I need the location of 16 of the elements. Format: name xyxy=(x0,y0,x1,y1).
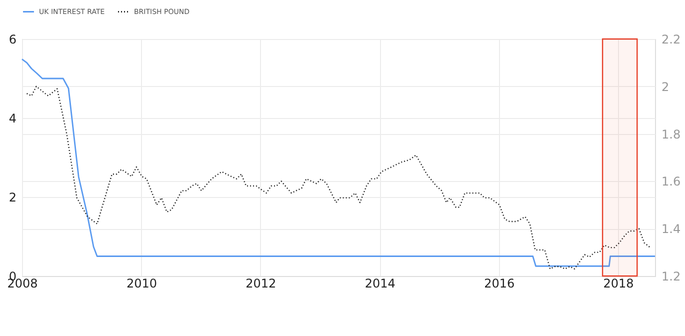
x-tick-label: 2010 xyxy=(126,276,157,290)
x-tick-label: 2012 xyxy=(246,276,276,290)
y2-tick-label: 1.6 xyxy=(662,174,681,189)
y-tick-label: 4 xyxy=(8,112,16,126)
y2-tick-label: 2 xyxy=(662,80,670,94)
x-tick-label: 2016 xyxy=(484,276,515,290)
y-tick-label: 6 xyxy=(8,32,16,46)
x-tick-label: 2018 xyxy=(603,276,634,290)
y2-tick-label: 1.4 xyxy=(662,222,681,236)
line-series xyxy=(26,86,651,270)
line-series xyxy=(21,58,656,267)
x-tick-label: 2014 xyxy=(364,276,396,290)
y2-tick-label: 1.8 xyxy=(662,127,681,142)
y2-tick-label: 2.2 xyxy=(662,32,681,46)
y2-tick-label: 1.2 xyxy=(662,270,681,284)
y-tick-label: 2 xyxy=(8,190,16,204)
